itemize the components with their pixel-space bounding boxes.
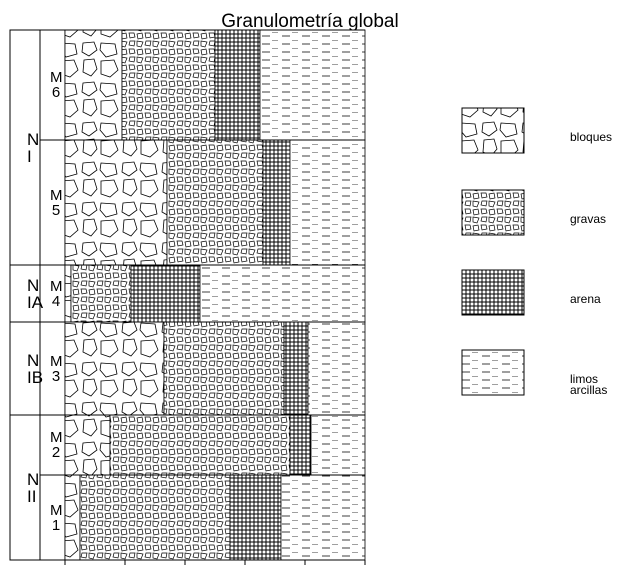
bar-segment — [163, 321, 285, 416]
bar-segment — [289, 139, 366, 266]
x-tick-label: 40 — [177, 569, 193, 572]
bar-segment — [166, 139, 264, 266]
legend-label: limos arcillas — [570, 372, 608, 397]
level-label: N II — [27, 469, 40, 506]
legend-swatch — [461, 107, 525, 154]
sample-label: M4 — [50, 277, 63, 310]
bar-segment — [307, 321, 366, 416]
bar-segment — [259, 29, 366, 141]
bar-segment — [64, 29, 123, 141]
bar-segment — [64, 414, 111, 476]
x-tick-label: 80 — [297, 569, 313, 572]
sample-label: M5 — [50, 186, 63, 219]
level-label: N I — [27, 129, 40, 166]
bar-segment — [310, 414, 366, 476]
level-label: N IA — [27, 275, 44, 312]
x-tick-label: 0 — [61, 569, 69, 572]
bar-segment — [79, 474, 231, 561]
bar-segment — [283, 321, 309, 416]
legend-swatch — [461, 189, 525, 236]
bar-segment — [64, 474, 81, 561]
bar-segment — [262, 139, 291, 266]
x-tick-label: 100% — [347, 569, 383, 572]
bar-segment — [130, 264, 201, 323]
bar-segment — [64, 264, 72, 323]
bar-segment — [121, 29, 216, 141]
sample-label: M1 — [50, 501, 63, 534]
sample-label: M2 — [50, 429, 63, 461]
bar-segment — [109, 414, 291, 476]
level-label: N IB — [27, 350, 44, 387]
bar-segment — [64, 139, 168, 266]
bar-segment — [280, 474, 366, 561]
bar-segment — [64, 321, 165, 416]
sample-label: M6 — [50, 69, 63, 101]
legend-swatch — [461, 349, 525, 396]
x-tick-label: 60 — [237, 569, 253, 572]
bar-segment — [289, 414, 312, 476]
legend-label: bloques — [570, 130, 613, 144]
bar-segment — [199, 264, 366, 323]
x-tick-label: 20 — [117, 569, 133, 572]
legend-swatch — [461, 269, 525, 316]
bar-segment — [229, 474, 282, 561]
legend-label: gravas — [570, 212, 607, 226]
legend-label: arena — [570, 292, 601, 306]
bar-segment — [214, 29, 261, 141]
bar-segment — [70, 264, 132, 323]
chart-title: Granulometría global — [221, 11, 398, 32]
sample-label: M3 — [50, 352, 63, 385]
